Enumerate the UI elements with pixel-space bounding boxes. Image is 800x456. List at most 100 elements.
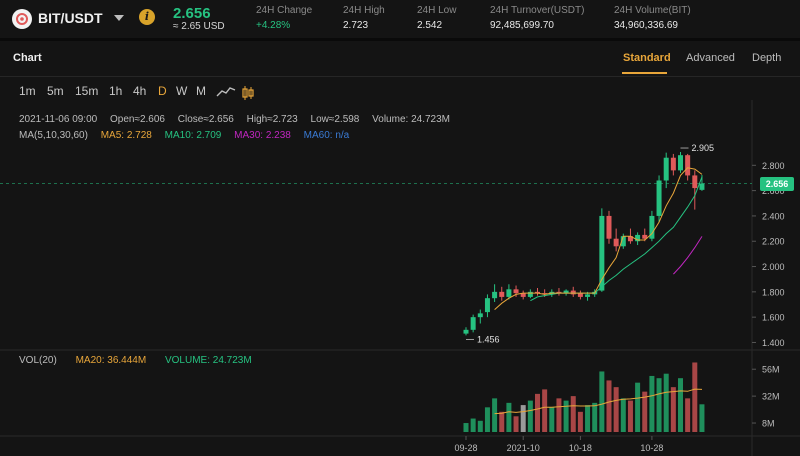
candle-body: [477, 313, 483, 318]
candle-body: [506, 289, 512, 297]
tab-standard[interactable]: Standard: [623, 52, 671, 64]
top-bar: BIT/USDT i 2.656 ≈ 2.65 USD 24H Change +…: [0, 0, 800, 38]
timeframe-1h[interactable]: 1h: [109, 84, 123, 98]
volume-ma-line: [494, 388, 703, 415]
x-tick-label: 10-28: [640, 443, 663, 453]
volume-bar: [499, 411, 505, 432]
candle-body: [520, 293, 526, 297]
volume-bar: [585, 405, 591, 432]
candle-body: [563, 290, 569, 294]
tab-depth[interactable]: Depth: [752, 52, 782, 64]
volume-bar: [492, 398, 498, 432]
y-tick-label: 1.400: [762, 338, 785, 348]
timeframe-4h[interactable]: 4h: [133, 84, 147, 98]
candle-body: [692, 175, 698, 189]
candle-body: [685, 155, 691, 176]
vol-label: VOL(20): [19, 355, 57, 366]
volume-bar: [506, 402, 512, 432]
volume-bar: [527, 400, 533, 432]
y-tick-label: 2.200: [762, 237, 785, 247]
candle-body: [535, 291, 540, 294]
y-tick-label: 2.400: [762, 211, 785, 221]
chart-section-title: Chart: [13, 52, 42, 64]
volume-bar: [699, 404, 705, 432]
stat-24h-volume-value: 34,960,336.69: [614, 20, 678, 31]
stat-24h-change-value: +4.28%: [256, 20, 291, 31]
volume-bar: [599, 371, 605, 432]
candle-body: [577, 293, 583, 297]
candle-body: [678, 155, 683, 171]
candle-body: [492, 291, 498, 299]
candle-body: [556, 291, 562, 294]
ohlc-low: Low≈2.598: [310, 114, 360, 125]
x-tick-label: 10-18: [569, 443, 592, 453]
timeframe-1m[interactable]: 1m: [19, 84, 36, 98]
y-tick-label: 1.800: [762, 287, 785, 297]
active-tab-underline: [622, 72, 667, 74]
ohlc-readout: 2021-11-06 09:00 Open≈2.606 Close≈2.656 …: [19, 114, 460, 125]
ma10-value: MA10: 2.709: [164, 130, 222, 141]
ohlc-high: High≈2.723: [246, 114, 298, 125]
candle-body: [499, 291, 505, 297]
vol-ma20-value: MA20: 36.444M: [75, 355, 147, 366]
stat-24h-low-label: 24H Low: [417, 5, 457, 16]
price-volume-chart[interactable]: 1.400 1.600 1.800 2.000 2.200 2.400 2.600 2.800…: [0, 100, 800, 456]
volume-bar: [570, 396, 576, 432]
vol-tick-label: 56M: [762, 365, 780, 375]
volume-bar: [563, 400, 569, 432]
last-price: 2.656: [173, 5, 211, 22]
volume-bar: [577, 411, 583, 432]
volume-bar: [613, 387, 619, 432]
ma30-line: [673, 236, 703, 275]
candle-body: [470, 317, 476, 330]
stat-24h-turnover-label: 24H Turnover(USDT): [490, 5, 585, 16]
y-tick-label: 2.000: [762, 262, 785, 272]
line-chart-icon[interactable]: [216, 85, 236, 99]
stat-24h-low-value: 2.542: [417, 20, 443, 31]
usd-price: ≈ 2.65 USD: [173, 21, 225, 32]
timeframe-m[interactable]: M: [196, 84, 206, 98]
candlestick-icon[interactable]: [241, 85, 255, 101]
volume-bar: [470, 418, 476, 432]
timeframe-w[interactable]: W: [176, 84, 188, 98]
volume-bar: [670, 387, 676, 432]
volume-bar: [520, 405, 526, 432]
annotation-label: 2.905: [692, 143, 715, 153]
ma60-value: MA60: n/a: [303, 130, 350, 141]
volume-bar: [549, 407, 555, 432]
candle-body: [642, 234, 648, 239]
bit-logo-icon: [12, 9, 32, 29]
candle-body: [606, 215, 612, 239]
tab-advanced[interactable]: Advanced: [686, 52, 735, 64]
candle-body: [513, 289, 519, 294]
timeframe-d[interactable]: D: [158, 84, 167, 98]
candle-body: [627, 236, 633, 242]
timeframe-15m[interactable]: 15m: [75, 84, 99, 98]
candle-body: [484, 298, 490, 313]
candle-body: [585, 294, 591, 297]
candle-body: [649, 215, 655, 239]
volume-bar: [627, 400, 633, 432]
ohlc-date: 2021-11-06 09:00: [19, 114, 98, 125]
stat-24h-high-label: 24H High: [343, 5, 385, 16]
y-tick-label: 2.800: [762, 161, 785, 171]
candle-body: [463, 329, 469, 334]
x-tick-label: 09-28: [454, 443, 477, 453]
chevron-down-icon[interactable]: [113, 12, 125, 24]
x-tick-label: 2021-10: [507, 443, 540, 453]
volume-bar: [678, 378, 683, 432]
candle-body: [527, 291, 533, 297]
volume-bar: [656, 378, 662, 432]
info-icon[interactable]: i: [139, 9, 155, 25]
last-price-tag: 2.656: [760, 176, 794, 191]
ohlc-volume: Volume: 24.723M: [372, 114, 450, 125]
timeframe-5m[interactable]: 5m: [47, 84, 64, 98]
pair-name[interactable]: BIT/USDT: [38, 10, 103, 26]
volume-bar: [649, 375, 655, 432]
candle-body: [620, 236, 626, 247]
candle-body: [670, 157, 676, 171]
volume-bar: [642, 391, 648, 432]
volume-bar: [685, 398, 691, 432]
volume-bar: [692, 362, 698, 432]
candle-body: [635, 234, 641, 242]
